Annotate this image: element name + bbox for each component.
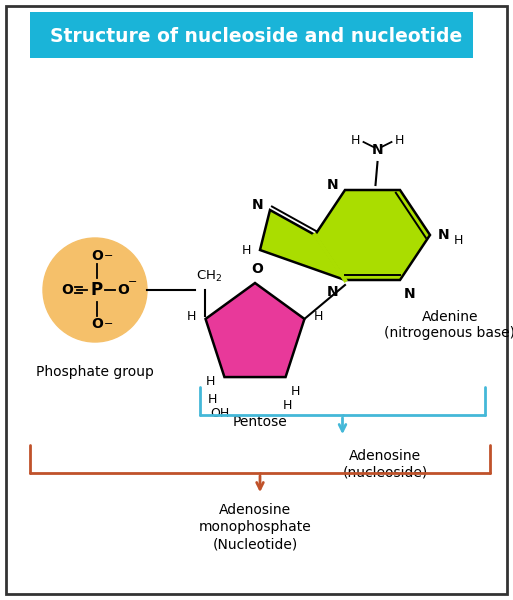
Text: O: O [117,283,129,297]
Text: P: P [91,281,103,299]
Text: O: O [61,283,73,297]
Text: H: H [187,310,196,323]
Text: −: − [104,319,114,329]
Text: H: H [241,244,251,257]
Text: O: O [91,317,103,331]
Text: H: H [351,133,360,146]
Text: H: H [208,392,217,406]
Polygon shape [315,190,430,280]
Text: Adenosine
monophosphate
(Nucleotide): Adenosine monophosphate (Nucleotide) [199,503,311,551]
Circle shape [43,238,147,342]
Text: Structure of nucleoside and nucleotide: Structure of nucleoside and nucleotide [50,26,463,46]
Text: Phosphate group: Phosphate group [36,365,154,379]
Text: H: H [314,310,323,323]
Text: N: N [372,143,383,157]
Text: O: O [91,249,103,263]
Text: O: O [251,262,263,276]
Text: OH: OH [210,407,229,419]
FancyBboxPatch shape [6,6,507,594]
Text: H: H [206,374,215,388]
Text: Adenosine
(nucleoside): Adenosine (nucleoside) [342,449,428,479]
Text: N: N [252,198,264,212]
Text: N: N [327,178,339,192]
Polygon shape [260,210,345,280]
Text: H: H [283,398,292,412]
Text: Adenine
(nitrogenous base): Adenine (nitrogenous base) [385,310,513,340]
Text: N: N [438,228,450,242]
Text: H: H [395,133,404,146]
Text: H: H [453,233,463,247]
Text: Pentose: Pentose [232,415,287,429]
Text: N: N [327,285,339,299]
Text: −: − [104,251,114,261]
Text: N: N [404,287,416,301]
Text: CH$_2$: CH$_2$ [196,268,222,284]
FancyBboxPatch shape [30,12,473,58]
Polygon shape [206,283,304,377]
Text: H: H [291,385,300,398]
Text: −: − [128,277,137,287]
